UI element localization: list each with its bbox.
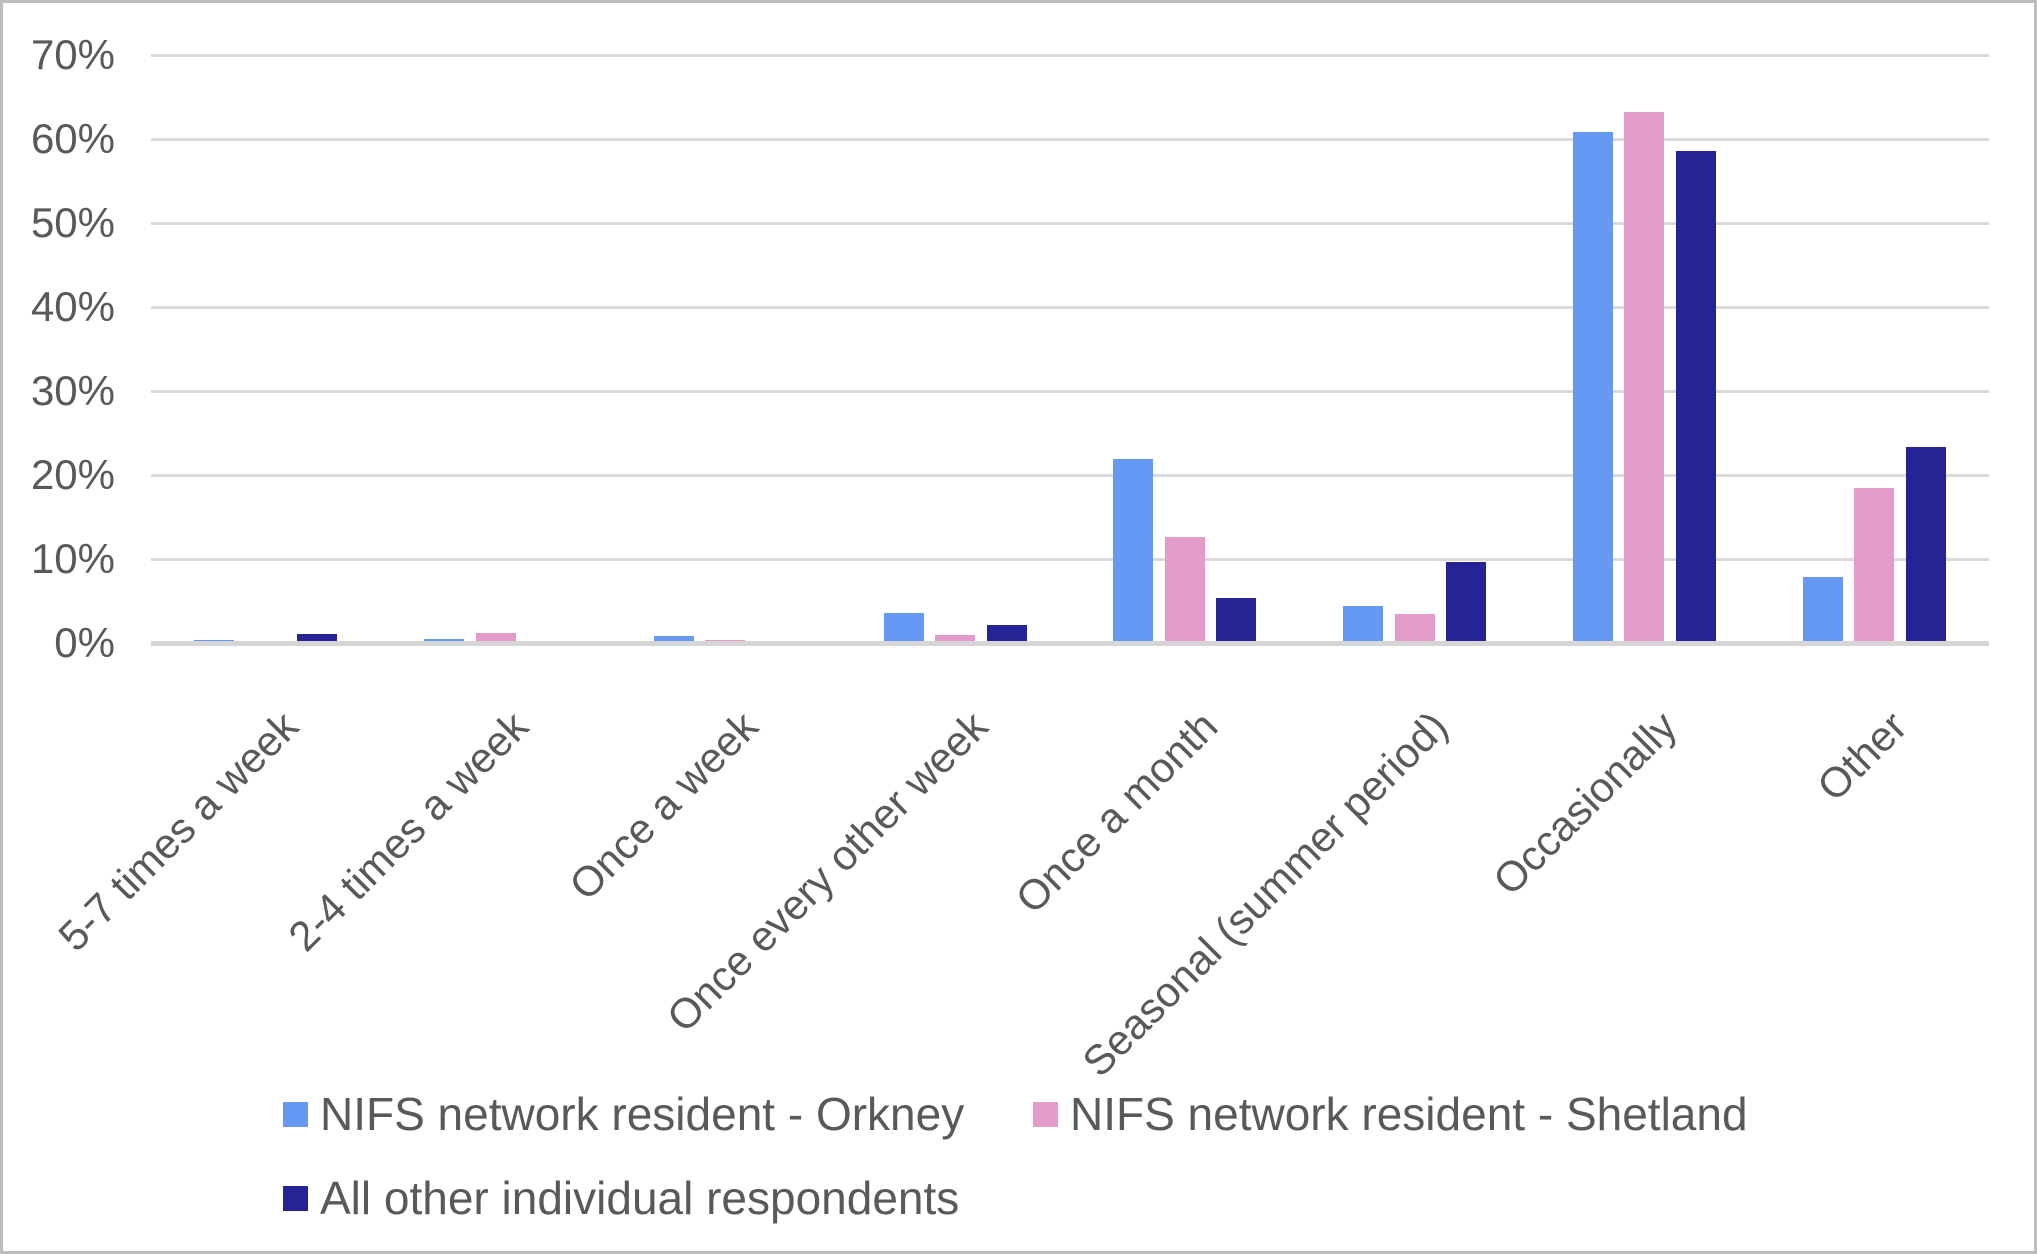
bar-all-other-cat6 [1675,150,1716,643]
bar-all-other-cat7 [1905,447,1946,643]
x-axis-category-label: Once a week [560,702,767,909]
bar-shetland-cat7 [1854,487,1895,643]
y-axis-tick-label: 70% [30,31,115,78]
legend-label: All other individual respondents [320,1172,960,1224]
gridline [151,221,1989,225]
bar-all-other-cat5 [1446,562,1487,643]
bar-shetland-cat5 [1394,614,1435,643]
bar-all-other-cat4 [1216,597,1257,643]
y-axis-tick-label: 60% [30,115,115,162]
bar-orkney-cat5 [1343,606,1384,643]
x-axis-category-label: Once a month [1006,702,1227,923]
legend-item: All other individual respondents [283,1173,959,1223]
bar-shetland-cat6 [1624,112,1665,643]
gridline [151,305,1989,309]
legend-label: NIFS network resident - Orkney [320,1088,965,1140]
gridline [151,557,1989,561]
y-axis-tick-label: 10% [30,535,115,582]
y-axis-tick-label: 40% [30,283,115,330]
bar-orkney-cat3 [883,612,924,643]
y-axis-tick-label: 20% [30,451,115,498]
legend-swatch-icon [283,1185,308,1211]
bar-orkney-cat2 [653,636,694,643]
bar-orkney-cat4 [1113,459,1154,643]
legend-swatch-icon [283,1101,308,1127]
y-axis-tick-label: 50% [30,199,115,246]
x-axis-category-label: Occasionally [1484,702,1686,904]
y-axis-tick-label: 0% [54,619,115,666]
bar-orkney-cat1 [424,638,465,643]
gridline [151,53,1989,57]
y-axis-tick-label: 30% [30,367,115,414]
legend-label: NIFS network resident - Shetland [1070,1088,1748,1140]
gridline [151,473,1989,477]
x-axis-line [151,641,1989,646]
bar-shetland-cat4 [1164,537,1205,643]
bar-orkney-cat7 [1802,577,1843,643]
legend-swatch-icon [1033,1101,1058,1127]
legend-item: NIFS network resident - Orkney [283,1089,964,1139]
bar-all-other-cat0 [297,633,338,643]
bar-all-other-cat3 [986,624,1027,643]
x-axis-category-label: 2-4 times a week [279,702,538,961]
x-axis-category-label: Seasonal (summer period) [1072,702,1457,1086]
gridline [151,137,1989,141]
x-axis-category-label: Other [1808,702,1916,810]
bar-shetland-cat3 [935,635,976,643]
gridline [151,389,1989,393]
legend-item: NIFS network resident - Shetland [1033,1089,1748,1139]
bar-orkney-cat6 [1572,132,1613,643]
bar-shetland-cat1 [475,632,516,643]
x-axis-category-label: 5-7 times a week [49,702,308,961]
